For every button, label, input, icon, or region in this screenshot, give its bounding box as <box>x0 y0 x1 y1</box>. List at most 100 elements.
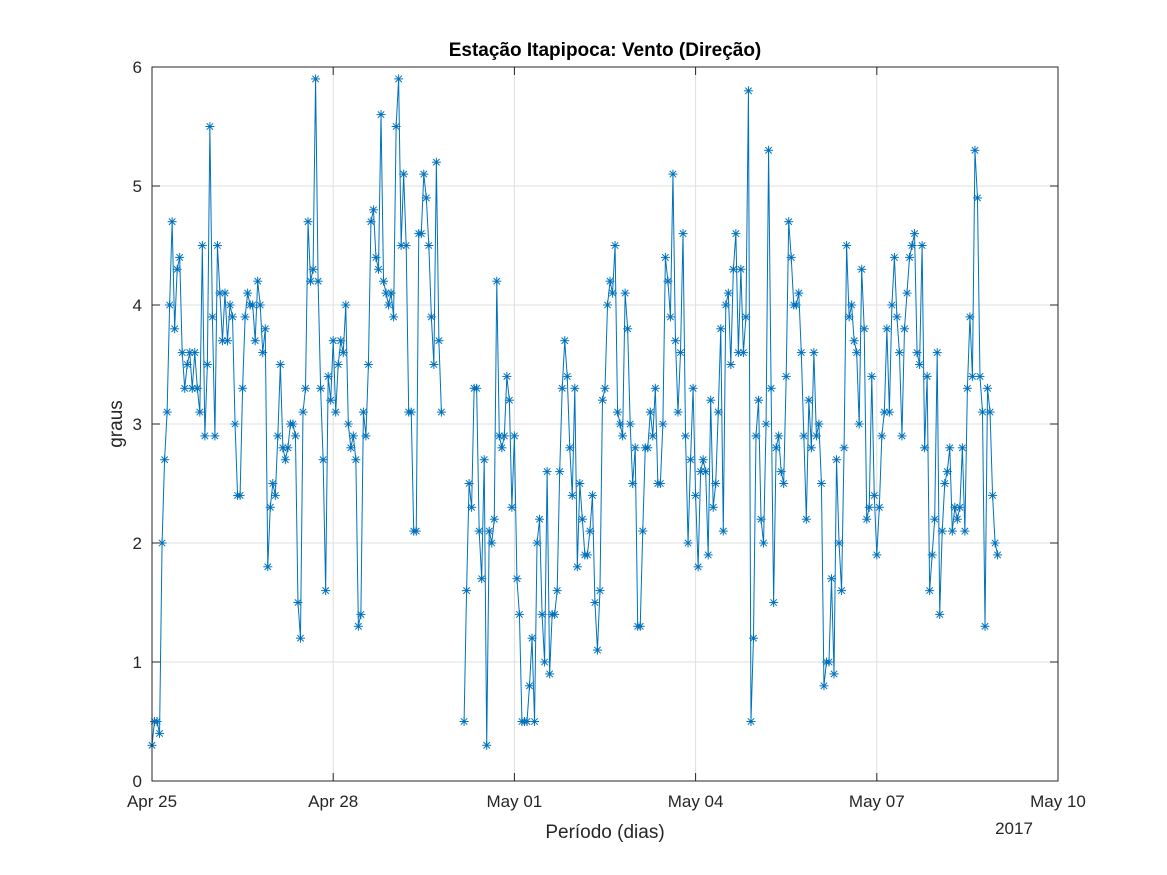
data-point-marker <box>283 443 293 453</box>
data-point-marker <box>225 300 235 310</box>
data-point-marker <box>794 288 804 298</box>
data-point-marker <box>311 74 321 84</box>
data-point-marker <box>507 502 517 512</box>
data-point-marker <box>363 360 373 369</box>
data-point-marker <box>230 419 240 429</box>
data-point-marker <box>306 276 316 286</box>
data-point-marker <box>660 252 670 262</box>
data-point-marker <box>990 538 1000 548</box>
data-point-marker <box>195 407 205 417</box>
data-point-marker <box>431 157 441 167</box>
chart-title: Estação Itapipoca: Vento (Direção) <box>449 40 762 61</box>
data-point-marker <box>970 145 980 155</box>
data-point-marker <box>806 443 816 453</box>
y-tick-label: 1 <box>133 653 142 672</box>
data-point-marker <box>255 300 265 310</box>
data-point-marker <box>275 360 285 369</box>
data-point-marker <box>746 717 756 726</box>
data-point-marker <box>540 657 550 667</box>
data-point-marker <box>980 621 990 631</box>
data-point-marker <box>333 360 343 369</box>
data-point-marker <box>502 371 512 381</box>
data-point-marker <box>162 407 172 417</box>
data-point-marker <box>572 562 582 572</box>
data-point-marker <box>771 443 781 453</box>
data-point-marker <box>743 86 753 96</box>
data-point-marker <box>935 609 945 619</box>
data-point-marker <box>223 336 232 346</box>
data-point-marker <box>535 514 545 524</box>
data-point-marker <box>207 312 217 322</box>
data-point-marker <box>273 431 283 441</box>
data-point-marker <box>212 241 222 250</box>
data-point-marker <box>192 383 202 393</box>
data-point-marker <box>525 681 534 691</box>
data-point-marker <box>265 502 275 512</box>
data-point-marker <box>552 586 562 596</box>
data-point-marker <box>884 407 894 417</box>
data-point-marker <box>366 217 376 227</box>
data-point-marker <box>308 264 318 274</box>
data-point-marker <box>827 574 836 584</box>
data-point-marker <box>338 348 348 358</box>
data-point-marker <box>907 241 917 250</box>
data-point-marker <box>263 562 273 572</box>
data-point-marker <box>482 740 492 750</box>
data-point-marker <box>620 288 630 298</box>
data-point-marker <box>497 443 507 453</box>
data-point-marker <box>940 479 950 488</box>
data-point-marker <box>721 300 731 310</box>
data-point-marker <box>401 241 411 250</box>
data-point-marker <box>555 467 565 477</box>
data-point-marker <box>197 241 207 250</box>
data-point-marker <box>298 407 308 417</box>
data-point-marker <box>751 431 761 441</box>
data-point-marker <box>728 264 738 274</box>
x-tick-label: May 07 <box>849 792 905 811</box>
data-point-marker <box>832 455 842 465</box>
data-point-marker <box>776 467 786 477</box>
data-point-marker <box>955 502 965 512</box>
data-point-marker <box>942 467 952 477</box>
data-point-marker <box>419 169 429 179</box>
data-point-marker <box>716 324 726 334</box>
data-point-marker <box>386 288 396 298</box>
data-point-marker <box>834 538 844 548</box>
data-point-marker <box>937 526 947 536</box>
data-point-marker <box>346 443 356 453</box>
data-point-marker <box>567 490 577 500</box>
data-point-marker <box>665 312 675 322</box>
data-point-marker <box>238 383 248 393</box>
data-point-marker <box>316 383 326 393</box>
data-point-marker <box>988 490 998 500</box>
y-tick-label: 5 <box>133 177 142 196</box>
data-point-marker <box>668 169 678 179</box>
data-point-marker <box>872 550 882 560</box>
x-tick-label: May 10 <box>1030 792 1086 811</box>
data-point-marker <box>512 574 522 584</box>
data-point-marker <box>877 431 887 441</box>
data-point-marker <box>258 348 268 358</box>
data-point-marker <box>824 657 834 667</box>
data-point-marker <box>799 431 809 441</box>
data-point-marker <box>220 288 230 298</box>
data-point-marker <box>301 383 311 393</box>
data-point-marker <box>701 467 711 477</box>
data-point-marker <box>960 526 970 536</box>
data-point-marker <box>499 431 509 441</box>
data-point-marker <box>318 455 328 465</box>
data-point-marker <box>597 395 607 405</box>
data-point-marker <box>603 300 613 310</box>
data-point-marker <box>165 300 175 310</box>
data-point-marker <box>270 490 280 500</box>
data-point-marker <box>326 395 336 405</box>
data-point-marker <box>839 443 849 453</box>
data-point-marker <box>658 419 668 429</box>
data-point-marker <box>673 407 683 417</box>
data-point-marker <box>537 609 547 619</box>
data-point-marker <box>869 490 879 500</box>
data-point-marker <box>635 621 645 631</box>
data-point-marker <box>343 419 353 429</box>
data-point-marker <box>786 252 796 262</box>
data-point-marker <box>371 252 381 262</box>
